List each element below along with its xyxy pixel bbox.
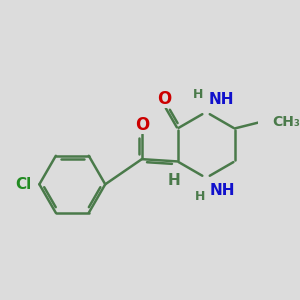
Text: H: H	[193, 88, 203, 101]
Text: CH₃: CH₃	[272, 115, 300, 129]
Text: Cl: Cl	[15, 177, 31, 192]
Text: H: H	[167, 173, 180, 188]
Text: H: H	[195, 190, 206, 203]
Text: NH: NH	[208, 92, 234, 107]
Text: O: O	[157, 90, 171, 108]
Text: NH: NH	[210, 183, 235, 198]
Text: O: O	[135, 116, 149, 134]
